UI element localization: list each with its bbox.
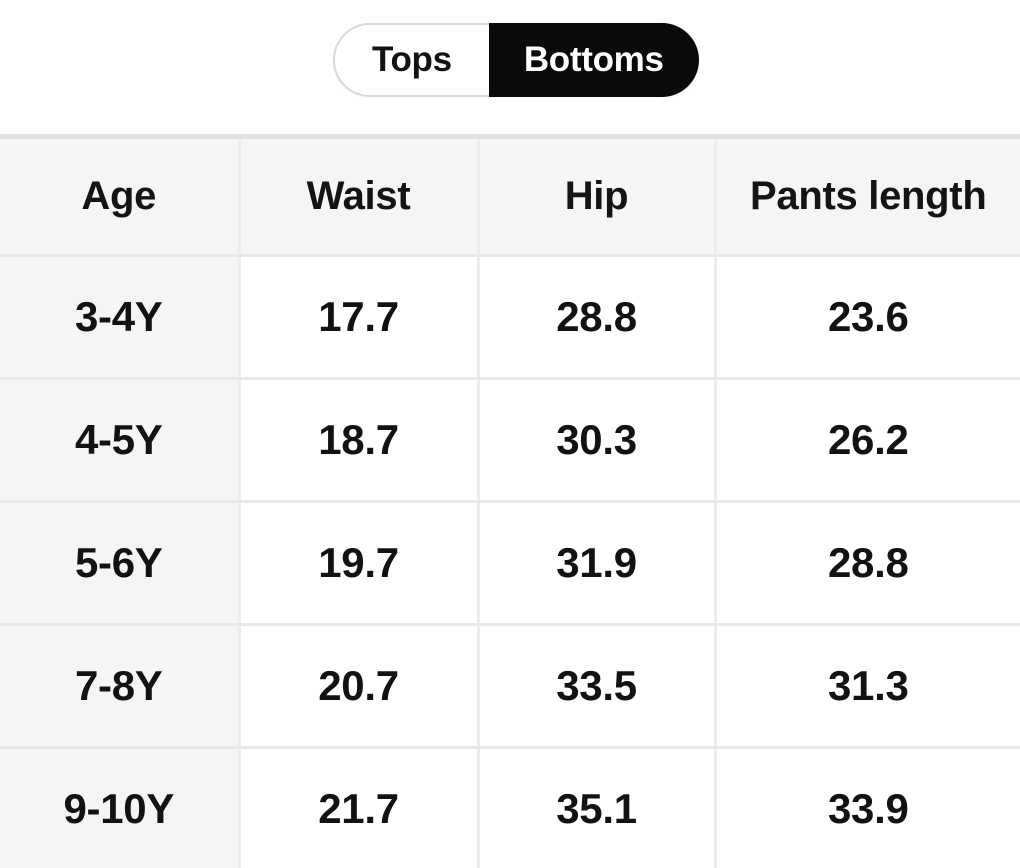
- tab-tops[interactable]: Tops: [335, 25, 489, 95]
- waist-value: 19.7: [239, 501, 480, 626]
- table-row: 5-6Y 19.7 31.9 28.8: [0, 501, 1020, 626]
- age-cell: 5-6Y: [0, 501, 241, 626]
- hip-value: 33.5: [478, 624, 717, 749]
- hip-value: 30.3: [478, 378, 717, 503]
- table-row: 7-8Y 20.7 33.5 31.3: [0, 624, 1020, 749]
- column-header-waist: Waist: [239, 136, 480, 257]
- hip-value: 31.9: [478, 501, 717, 626]
- column-header-age: Age: [0, 136, 241, 257]
- category-toggle: Tops Bottoms: [333, 23, 699, 97]
- pants-length-value: 28.8: [715, 501, 1020, 626]
- age-cell: 4-5Y: [0, 378, 241, 503]
- hip-value: 28.8: [478, 255, 717, 380]
- pants-length-value: 26.2: [715, 378, 1020, 503]
- age-cell: 3-4Y: [0, 255, 241, 380]
- column-header-hip: Hip: [478, 136, 717, 257]
- table-row: 4-5Y 18.7 30.3 26.2: [0, 378, 1020, 503]
- hip-value: 35.1: [478, 747, 717, 868]
- waist-value: 17.7: [239, 255, 480, 380]
- table-row: 9-10Y 21.7 35.1 33.9: [0, 747, 1020, 868]
- column-header-pants-length: Pants length: [715, 136, 1020, 257]
- pants-length-value: 33.9: [715, 747, 1020, 868]
- pants-length-value: 23.6: [715, 255, 1020, 380]
- pants-length-value: 31.3: [715, 624, 1020, 749]
- waist-value: 20.7: [239, 624, 480, 749]
- header-row: Age Waist Hip Pants length: [0, 136, 1020, 257]
- table-row: 3-4Y 17.7 28.8 23.6: [0, 255, 1020, 380]
- waist-value: 18.7: [239, 378, 480, 503]
- tab-bottoms[interactable]: Bottoms: [488, 23, 699, 97]
- size-chart-table: Age Waist Hip Pants length 3-4Y 17.7 28.…: [0, 134, 1020, 868]
- age-cell: 9-10Y: [0, 747, 241, 868]
- waist-value: 21.7: [239, 747, 480, 868]
- age-cell: 7-8Y: [0, 624, 241, 749]
